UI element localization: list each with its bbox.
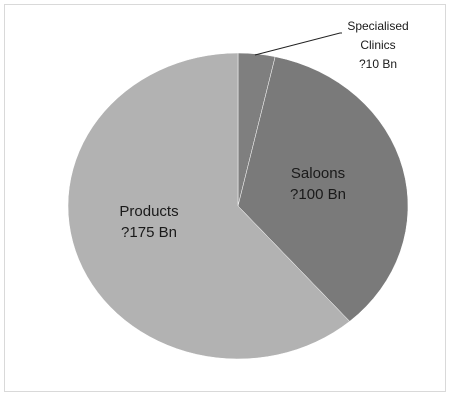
- label-specialised-clinics: Specialised: [347, 19, 408, 33]
- value-products: ?175 Bn: [121, 224, 177, 241]
- pie-slices: [67, 52, 409, 360]
- value-specialised-clinics: ?10 Bn: [359, 57, 397, 71]
- pie-slice-products: [67, 52, 351, 360]
- label-saloons: Saloons: [291, 165, 345, 182]
- leader-line-specialised-clinics: [254, 32, 342, 56]
- label-specialised-clinics-line2: Clinics: [360, 38, 395, 52]
- label-products: Products: [119, 203, 178, 220]
- pie-slice-saloons: [237, 56, 409, 322]
- value-saloons: ?100 Bn: [290, 186, 346, 203]
